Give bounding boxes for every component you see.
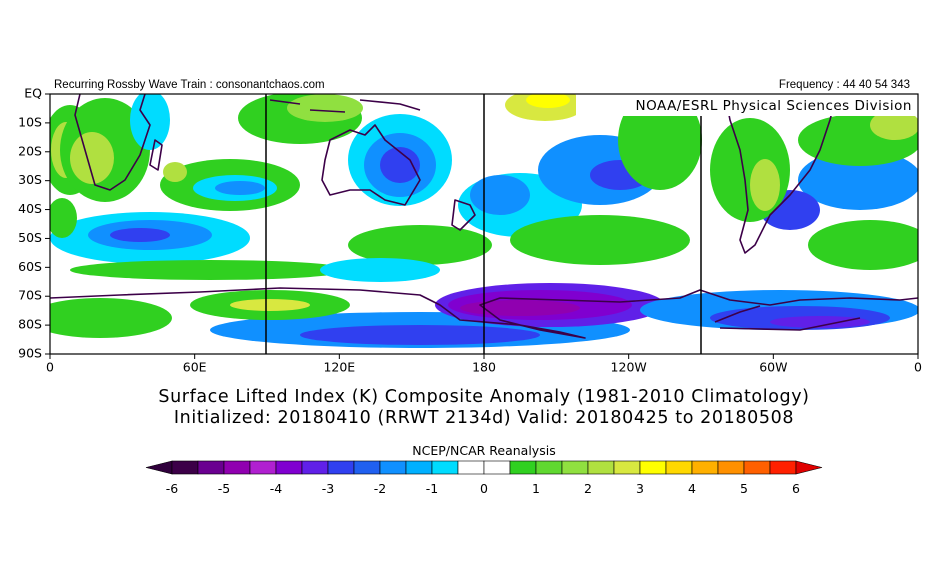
- colorbar-tick: -5: [218, 481, 230, 496]
- lon-label: 0: [46, 360, 54, 375]
- colorbar: -6 -5 -4 -3 -2 -1 0 1 2 3 4 5 6: [145, 460, 823, 496]
- field: [50, 94, 918, 354]
- title-line-1: Surface Lifted Index (K) Composite Anoma…: [158, 387, 809, 407]
- lat-label: 90S: [18, 346, 42, 361]
- lon-label: 180: [472, 360, 496, 375]
- colorbar-box: [301, 460, 329, 475]
- colorbar-box: [171, 460, 199, 475]
- colorbar-box: [509, 460, 537, 475]
- title-line-2: Initialized: 20180410 (RRWT 2134d) Valid…: [174, 408, 794, 428]
- colorbar-box: [223, 460, 251, 475]
- header-right: Frequency : 44 40 54 343: [779, 79, 910, 91]
- colorbar-box: [405, 460, 433, 475]
- lat-label: 60S: [18, 259, 42, 274]
- lat-label: 50S: [18, 230, 42, 245]
- colorbar-box: [691, 460, 719, 475]
- colorbar-box: [353, 460, 381, 475]
- colorbar-tick: 1: [532, 481, 540, 496]
- colorbar-tick: 6: [792, 481, 800, 496]
- colorbar-box: [431, 460, 459, 475]
- lon-label: 60W: [759, 360, 787, 375]
- colorbar-tick: 0: [480, 481, 488, 496]
- lon-label: 60E: [183, 360, 207, 375]
- colorbar-box: [379, 460, 407, 475]
- colorbar-box: [769, 460, 797, 475]
- colorbar-box: [275, 460, 303, 475]
- lat-label: 20S: [18, 143, 42, 158]
- colorbar-box: [743, 460, 771, 475]
- colorbar-box: [249, 460, 277, 475]
- colorbar-tick: 3: [636, 481, 644, 496]
- colorbar-tick: 5: [740, 481, 748, 496]
- lat-label: 70S: [18, 288, 42, 303]
- colorbar-box: [561, 460, 589, 475]
- colorbar-box: [457, 460, 485, 475]
- colorbar-box: [665, 460, 693, 475]
- colorbar-end: [145, 460, 173, 475]
- colorbar-tick: -3: [322, 481, 334, 496]
- colorbar-tick: 4: [688, 481, 696, 496]
- colorbar-tick: -1: [426, 481, 438, 496]
- lon-label: 120W: [611, 360, 647, 375]
- lat-label: 10S: [18, 114, 42, 129]
- lon-label: 0: [914, 360, 922, 375]
- lat-label: 30S: [18, 172, 42, 187]
- colorbar-box: [587, 460, 615, 475]
- colorbar-tick: -6: [166, 481, 179, 496]
- lon-label: 120E: [323, 360, 355, 375]
- header-left: Recurring Rossby Wave Train : consonantc…: [54, 79, 325, 91]
- colorbar-box: [613, 460, 641, 475]
- lat-label: 40S: [18, 201, 42, 216]
- colorbar-box: [483, 460, 511, 475]
- colorbar-tick: -4: [270, 481, 283, 496]
- credit: NOAA/ESRL Physical Sciences Division: [635, 98, 912, 114]
- colorbar-box: [717, 460, 745, 475]
- lat-label: EQ: [24, 86, 42, 101]
- colorbar-box: [197, 460, 225, 475]
- colorbar-tick: 2: [584, 481, 592, 496]
- colorbar-label: NCEP/NCAR Reanalysis: [412, 443, 555, 458]
- colorbar-box: [327, 460, 355, 475]
- colorbar-end: [795, 460, 823, 475]
- colorbar-box: [535, 460, 563, 475]
- colorbar-box: [639, 460, 667, 475]
- lat-label: 80S: [18, 317, 42, 332]
- colorbar-tick: -2: [374, 481, 386, 496]
